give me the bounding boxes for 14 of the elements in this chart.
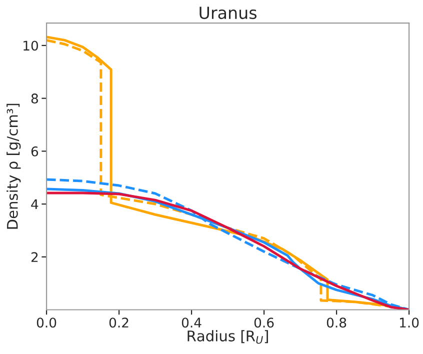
y-tick-label: 4 (31, 199, 38, 210)
y-axis-title: Density ρ [g/cm³] (6, 104, 21, 229)
y-tick-label: 2 (31, 252, 38, 262)
x-axis-title: Radius [R$_{U}$] (188, 330, 268, 344)
x-tick-label: 0.8 (326, 318, 346, 328)
x-tick-label: 0.0 (36, 318, 56, 328)
y-tick-label: 8 (31, 94, 38, 104)
chart-title: Uranus (200, 6, 257, 20)
x-tick-label: 0.2 (109, 318, 128, 328)
x-tick-label: 0.4 (182, 318, 202, 328)
y-tick-label: 10 (24, 40, 38, 51)
x-tick-label: 1.0 (400, 318, 419, 328)
x-tick-label: 0.6 (254, 318, 274, 328)
y-tick-label: 6 (31, 146, 38, 156)
